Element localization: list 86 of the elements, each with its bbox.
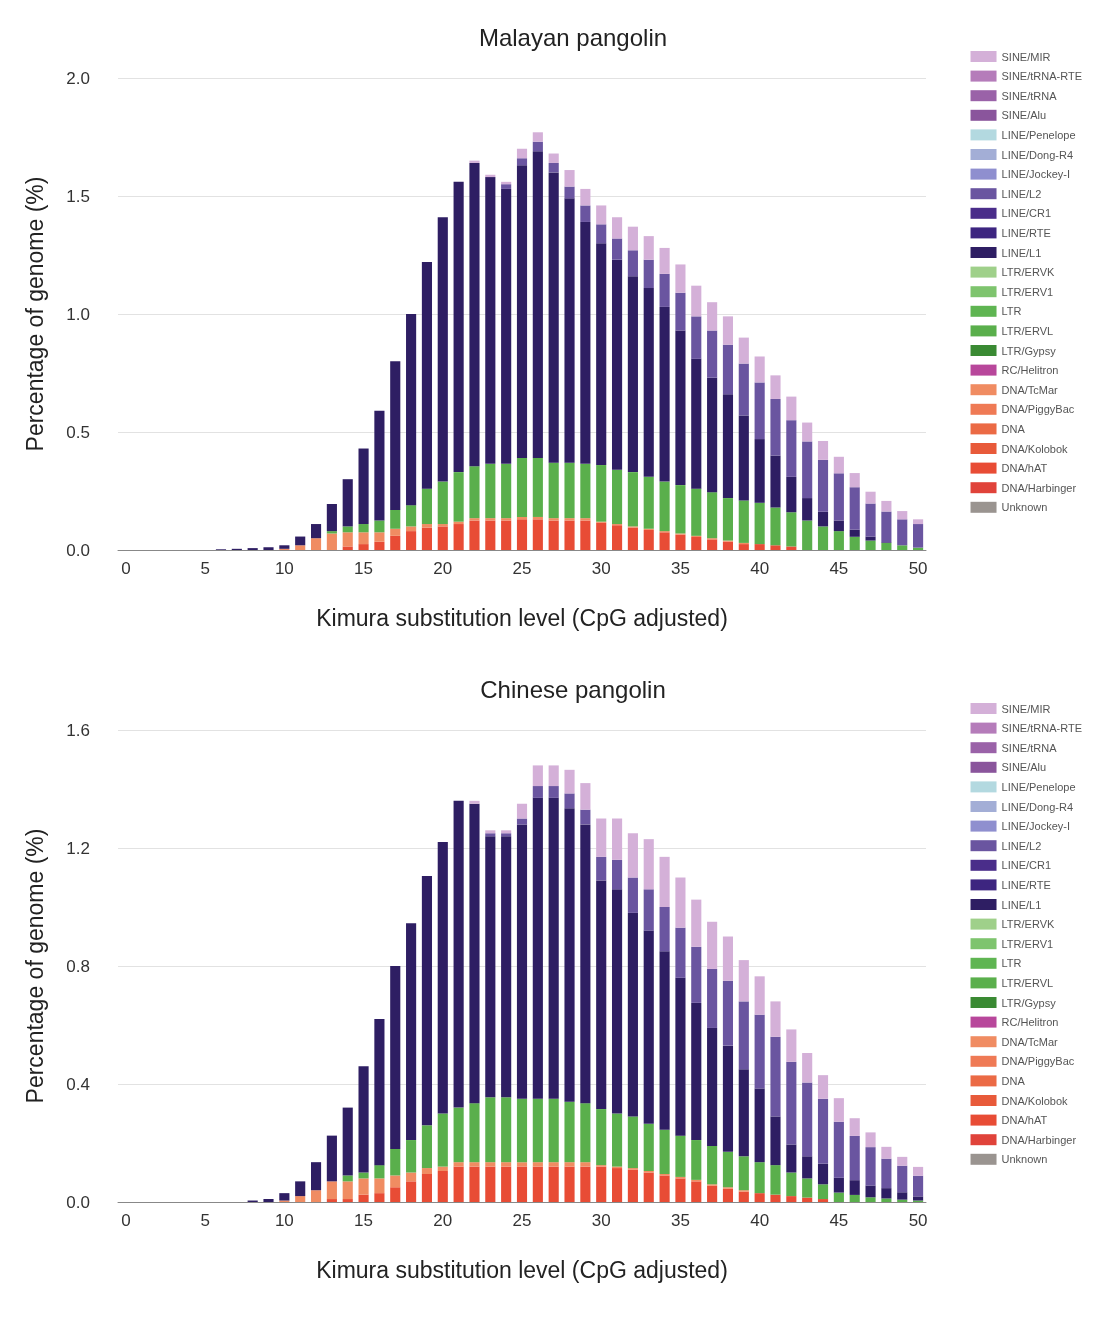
x-tick-label: 25 <box>512 1211 532 1230</box>
legend-label: DNA/Kolobok <box>1001 1094 1069 1107</box>
y-tick-label: 0.8 <box>66 956 90 976</box>
legend-label: DNA/Kolobok <box>1001 442 1069 455</box>
legend-label: LINE/Jockey-I <box>1001 168 1070 181</box>
y-tick-label: 0.0 <box>66 540 90 560</box>
legend-label: LTR/Gypsy <box>1001 344 1057 357</box>
y-axis-title: Percentage of genome (%) <box>21 828 48 1104</box>
legend-label: LINE/Penelope <box>1001 780 1076 793</box>
x-tick-label: 50 <box>908 1211 928 1230</box>
x-tick-label: 40 <box>750 559 770 578</box>
y-tick-label: 1.2 <box>66 838 90 858</box>
legend-label: DNA/TcMar <box>1001 383 1059 396</box>
legend-label: LINE/CR1 <box>1001 207 1052 220</box>
y-tick-label: 0.5 <box>66 422 90 442</box>
legend-label: LTR/ERV1 <box>1001 937 1054 950</box>
legend-label: SINE/tRNA <box>1001 89 1058 102</box>
x-tick-label: 10 <box>274 559 294 578</box>
legend-label: LINE/CR1 <box>1001 859 1052 872</box>
x-tick-label: 20 <box>433 559 453 578</box>
x-tick-label: 30 <box>591 559 611 578</box>
x-tick-label: 0 <box>121 559 131 578</box>
y-tick-label: 2.0 <box>66 68 90 88</box>
x-tick-label: 20 <box>433 1211 453 1230</box>
legend-label: SINE/MIR <box>1001 50 1051 63</box>
legend-label: LTR <box>1001 957 1022 970</box>
legend-label: DNA/hAT <box>1001 462 1048 475</box>
x-tick-label: 25 <box>512 559 532 578</box>
x-tick-label: 40 <box>750 1211 770 1230</box>
legend-label: LINE/L2 <box>1001 187 1042 200</box>
y-axis-title: Percentage of genome (%) <box>21 176 48 452</box>
legend-label: LINE/Dong-R4 <box>1001 800 1074 813</box>
legend-label: LINE/RTE <box>1001 226 1051 239</box>
legend-label: LTR/ERVL <box>1001 976 1054 989</box>
x-tick-label: 45 <box>829 559 849 578</box>
x-tick-label: 35 <box>670 559 690 578</box>
legend-label: LTR/Gypsy <box>1001 996 1057 1009</box>
legend-label: LINE/L2 <box>1001 839 1042 852</box>
x-tick-label: 10 <box>274 1211 294 1230</box>
x-tick-label: 5 <box>200 1211 210 1230</box>
legend-label: LINE/Penelope <box>1001 128 1076 141</box>
legend-label: LTR/ERVL <box>1001 324 1054 337</box>
x-tick-label: 5 <box>200 559 210 578</box>
x-tick-label: 0 <box>121 1211 131 1230</box>
legend-label: LTR/ERV1 <box>1001 285 1054 298</box>
x-tick-label: 45 <box>829 1211 849 1230</box>
y-tick-label: 0.4 <box>66 1074 90 1094</box>
legend-label: SINE/tRNA-RTE <box>1001 70 1083 83</box>
legend-label: DNA/hAT <box>1001 1114 1048 1127</box>
y-tick-label: 0.0 <box>66 1192 90 1212</box>
legend-label: LINE/RTE <box>1001 878 1051 891</box>
legend-label: DNA/Harbinger <box>1001 1133 1077 1146</box>
legend-label: DNA <box>1001 422 1026 435</box>
legend-label: SINE/tRNA-RTE <box>1001 722 1083 735</box>
chart-title: Chinese pangolin <box>480 675 666 703</box>
x-axis-title: Kimura substitution level (CpG adjusted) <box>316 604 728 631</box>
legend-label: DNA/TcMar <box>1001 1035 1059 1048</box>
legend-label: SINE/Alu <box>1001 109 1047 122</box>
legend-label: DNA/Harbinger <box>1001 481 1077 494</box>
legend-label: LINE/L1 <box>1001 898 1042 911</box>
x-tick-label: 50 <box>908 559 928 578</box>
legend-label: DNA/PiggyBac <box>1001 1055 1075 1068</box>
legend-label: SINE/MIR <box>1001 702 1051 715</box>
x-tick-label: 15 <box>354 1211 374 1230</box>
legend-label: RC/Helitron <box>1001 364 1059 377</box>
y-tick-label: 1.5 <box>66 186 90 206</box>
legend-label: LTR/ERVK <box>1001 918 1055 931</box>
legend-label: LINE/Jockey-I <box>1001 820 1070 833</box>
legend-label: LINE/L1 <box>1001 246 1042 259</box>
x-axis-title: Kimura substitution level (CpG adjusted) <box>316 1256 728 1283</box>
legend-label: DNA <box>1001 1074 1026 1087</box>
legend-label: LINE/Dong-R4 <box>1001 148 1074 161</box>
legend-label: SINE/tRNA <box>1001 741 1058 754</box>
y-tick-label: 1.6 <box>66 720 90 740</box>
legend-label: LTR <box>1001 305 1022 318</box>
legend-label: LTR/ERVK <box>1001 266 1055 279</box>
legend-label: Unknown <box>1001 501 1048 514</box>
legend-label: RC/Helitron <box>1001 1016 1059 1029</box>
y-tick-label: 1.0 <box>66 304 90 324</box>
chart-title: Malayan pangolin <box>478 23 668 51</box>
legend-label: DNA/PiggyBac <box>1001 403 1075 416</box>
x-tick-label: 30 <box>591 1211 611 1230</box>
x-tick-label: 35 <box>670 1211 690 1230</box>
legend-label: SINE/Alu <box>1001 761 1047 774</box>
legend-label: Unknown <box>1001 1153 1048 1166</box>
x-tick-label: 15 <box>354 559 374 578</box>
